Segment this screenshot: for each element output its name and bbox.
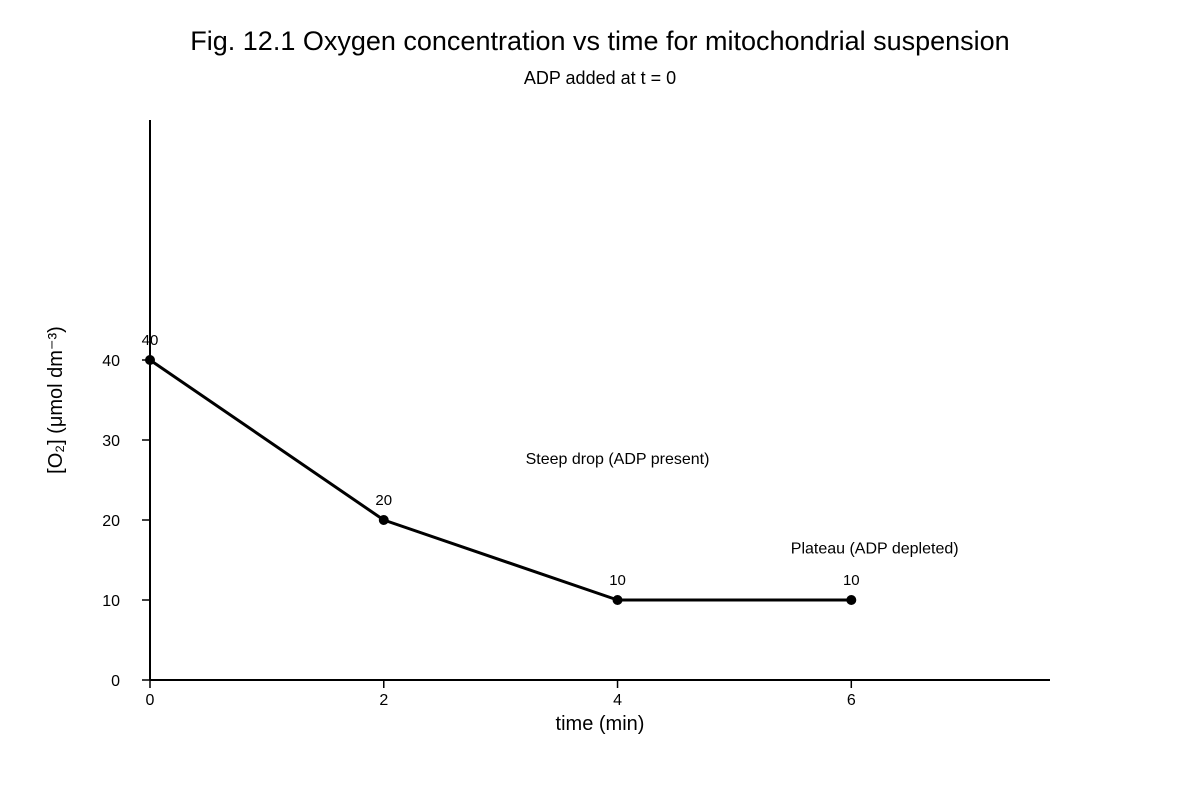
data-points: [145, 355, 857, 605]
y-ticks: 0 10 20 30 40: [102, 353, 150, 690]
annotations: Steep drop (ADP present) Plateau (ADP dep…: [526, 451, 959, 558]
x-tick-label: 0: [146, 692, 155, 709]
x-tick-label: 2: [379, 692, 388, 709]
data-point: [145, 355, 155, 365]
data-label: 10: [609, 572, 626, 589]
data-label: 40: [142, 332, 159, 349]
data-labels: 40 20 10 10: [142, 332, 860, 589]
series-lines: [149, 358, 852, 602]
data-label: 10: [843, 572, 860, 589]
x-tick-label: 6: [847, 692, 856, 709]
data-label: 20: [375, 492, 392, 509]
chart-title: Fig. 12.1 Oxygen concentration vs time f…: [190, 26, 1009, 56]
y-tick-label: 10: [102, 593, 120, 610]
annotation-text: Steep drop (ADP present): [526, 451, 710, 468]
x-axis-label: time (min): [556, 713, 645, 735]
y-tick-label: 30: [102, 433, 120, 450]
data-point: [612, 595, 623, 605]
y-tick-label: 0: [111, 673, 120, 690]
data-point: [846, 595, 857, 605]
series-line: [149, 358, 852, 602]
plot-area: 0 10 20 30 40 0 2 4 6 40 20 10 10 Steep drop (ADP …: [102, 120, 1050, 709]
y-tick-label: 40: [102, 353, 120, 370]
x-tick-label: 4: [613, 692, 622, 709]
data-point: [378, 515, 389, 525]
y-tick-label: 20: [102, 513, 120, 530]
y-axis-label: [O₂] (μmol dm⁻³): [45, 326, 67, 474]
chart-subtitle: ADP added at t = 0: [524, 68, 676, 88]
x-ticks: 0 2 4 6: [146, 680, 856, 709]
annotation-text: Plateau (ADP depleted): [791, 541, 959, 558]
